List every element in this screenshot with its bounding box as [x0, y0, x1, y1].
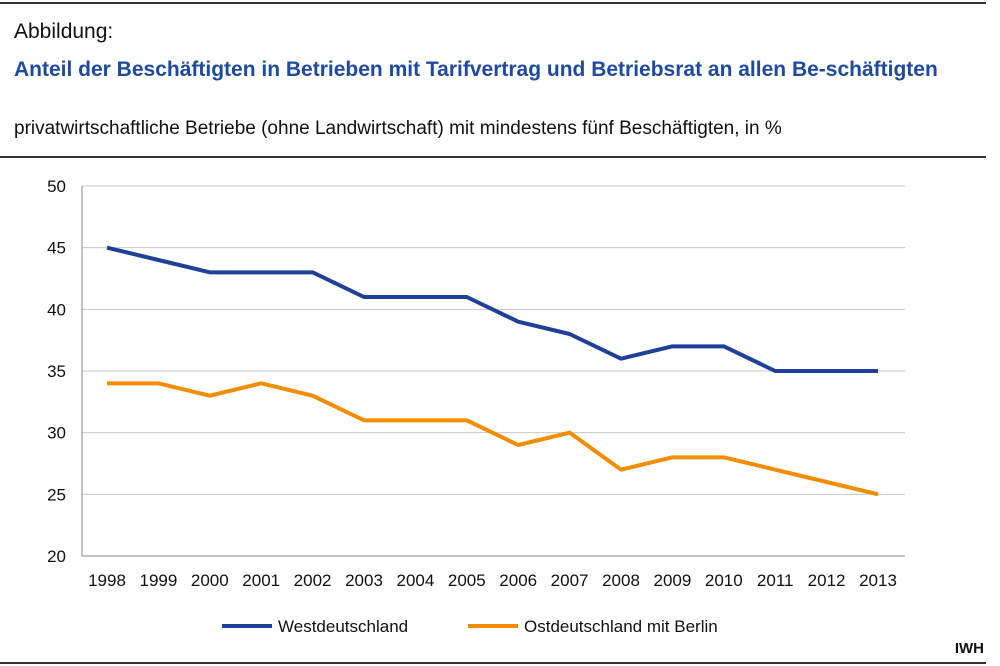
x-tick-label: 2012	[808, 571, 846, 590]
x-tick-label: 2003	[345, 571, 383, 590]
x-tick-label: 2008	[602, 571, 640, 590]
y-tick-label: 45	[47, 239, 66, 258]
source-label: IWH	[954, 640, 984, 657]
top-rule	[0, 2, 986, 4]
x-tick-label: 2011	[757, 571, 794, 590]
y-tick-label: 40	[47, 300, 66, 319]
x-tick-label: 2001	[242, 571, 280, 590]
series-line-1	[107, 381, 879, 497]
x-tick-label: 2006	[499, 571, 537, 590]
y-tick-label: 50	[47, 177, 66, 196]
header-rule	[0, 156, 986, 158]
y-tick-label: 25	[47, 485, 66, 504]
y-tick-label: 35	[47, 362, 66, 381]
x-tick-label: 2007	[551, 571, 589, 590]
x-tick-label: 2002	[294, 571, 332, 590]
bottom-rule	[0, 662, 986, 664]
x-tick-label: 1998	[88, 571, 126, 590]
legend-label: Ostdeutschland mit Berlin	[524, 617, 718, 636]
x-tick-label: 2000	[191, 571, 229, 590]
chart-title: Anteil der Beschäftigten in Betrieben mi…	[14, 58, 938, 81]
legend-label: Westdeutschland	[278, 617, 408, 636]
figure-label: Abbildung:	[14, 20, 114, 43]
x-tick-label: 2013	[859, 571, 897, 590]
x-tick-label: 2005	[448, 571, 486, 590]
series-line-0	[106, 245, 878, 373]
x-tick-label: 2010	[705, 571, 743, 590]
y-tick-label: 30	[47, 424, 66, 443]
chart-subtitle: privatwirtschaftliche Betriebe (ohne Lan…	[14, 118, 782, 139]
y-tick-label: 20	[47, 547, 66, 566]
x-tick-label: 1999	[139, 571, 177, 590]
x-tick-label: 2004	[396, 571, 434, 590]
x-tick-label: 2009	[653, 571, 691, 590]
